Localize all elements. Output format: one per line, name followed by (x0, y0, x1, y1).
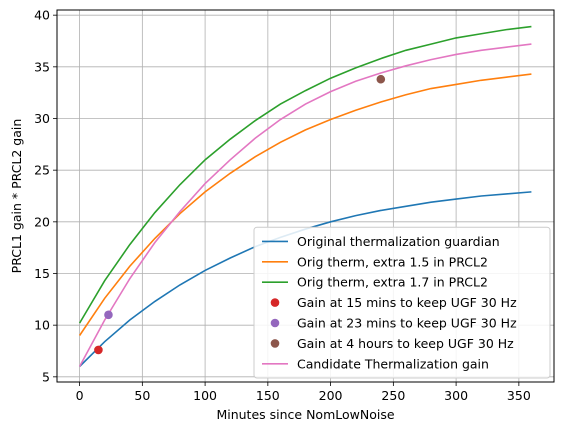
legend-box (253, 226, 551, 379)
x-tick-label: 350 (507, 388, 531, 403)
grid-layer (57, 10, 554, 382)
x-tick-label: 300 (444, 388, 468, 403)
y-tick-label: 5 (42, 369, 50, 384)
plot-frame (56, 9, 555, 383)
y-axis-label: PRCL1 gain * PRCL2 gain (9, 119, 24, 274)
x-tick-label: 250 (381, 388, 405, 403)
legend: Original thermalization guardian Orig the… (253, 226, 551, 379)
x-tick-label: 50 (134, 388, 150, 403)
legend-swatch-4 (270, 318, 280, 328)
x-tick-label: 0 (76, 388, 84, 403)
y-tick-label: 40 (34, 8, 50, 23)
x-tick-label: 100 (193, 388, 217, 403)
legend-label-6: Candidate Thermalization gain (297, 356, 489, 371)
axis-ticks: 0 50 100 150 200 250 300 350 5 10 15 20 25 30 35 40 (34, 8, 531, 403)
legend-swatch-5 (270, 339, 280, 348)
series-point-5 (376, 74, 386, 84)
series-points (94, 74, 386, 355)
y-tick-label: 35 (34, 59, 50, 74)
legend-swatch-3 (270, 298, 280, 307)
legend-label-1: Orig therm, extra 1.5 in PRCL2 (297, 254, 488, 269)
series-line-2 (78, 25, 532, 324)
series-point-3 (94, 345, 103, 355)
x-axis-label: Minutes since NomLowNoise (216, 407, 394, 422)
legend-label-5: Gain at 4 hours to keep UGF 30 Hz (297, 336, 514, 351)
x-tick-label: 200 (319, 388, 343, 403)
series-line-1 (78, 73, 532, 336)
y-tick-label: 10 (34, 318, 50, 333)
legend-label-0: Original thermalization guardian (297, 234, 500, 249)
legend-label-2: Orig therm, extra 1.7 in PRCL2 (297, 275, 488, 290)
y-tick-label: 20 (34, 214, 50, 229)
y-tick-label: 25 (34, 163, 50, 178)
series-line-6 (78, 43, 532, 367)
legend-label-3: Gain at 15 mins to keep UGF 30 Hz (297, 295, 517, 310)
y-tick-label: 15 (34, 266, 50, 281)
series-point-4 (104, 310, 113, 320)
y-tick-label: 30 (34, 111, 50, 126)
x-tick-label: 150 (256, 388, 280, 403)
legend-label-4: Gain at 23 mins to keep UGF 30 Hz (297, 316, 517, 331)
